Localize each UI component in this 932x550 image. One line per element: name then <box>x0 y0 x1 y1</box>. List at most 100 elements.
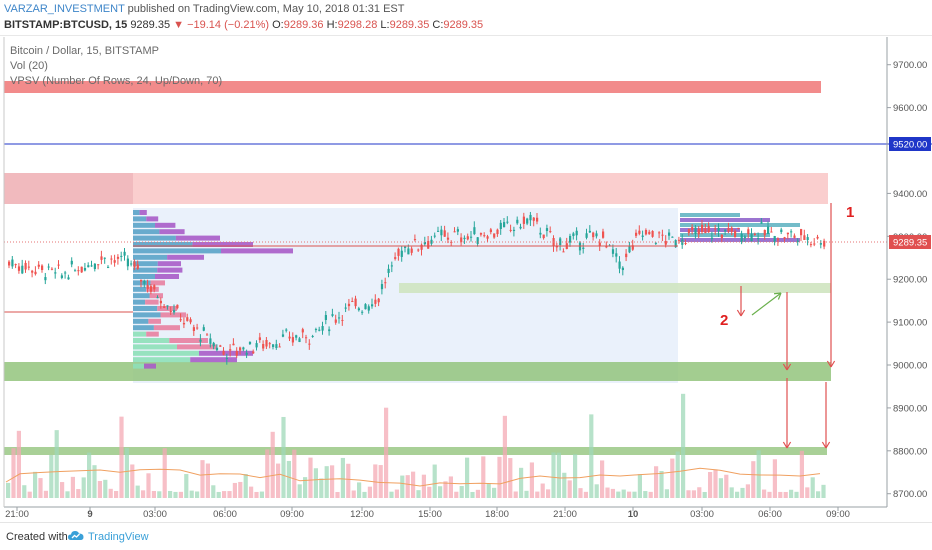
tradingview-brand[interactable]: TradingView <box>88 531 149 543</box>
volume-bar <box>513 491 518 498</box>
chart-title-legend[interactable]: Bitcoin / Dollar, 15, BITSTAMP <box>10 45 159 57</box>
volume-bar <box>324 466 329 498</box>
candle-body <box>209 338 212 344</box>
volume-bar <box>373 464 378 498</box>
tradingview-cloud-icon <box>68 531 84 540</box>
volume-bar <box>681 393 686 498</box>
vpsv-legend[interactable]: VPSV (Number Of Rows, 24, Up/Down, 70) <box>10 75 223 87</box>
candle-body <box>776 238 780 241</box>
candle-body <box>100 256 103 260</box>
volume-bar <box>816 491 821 498</box>
volume-profile-bar-up <box>133 267 158 273</box>
volume-bar <box>697 487 702 498</box>
volume-bar <box>670 458 675 498</box>
volume-bar <box>81 477 86 498</box>
volume-bar <box>254 491 259 498</box>
candle-body <box>453 231 456 233</box>
volume-bar <box>11 448 16 498</box>
candle-body <box>532 217 535 221</box>
volume-profile-bar-down <box>159 229 185 235</box>
candle-body <box>215 347 219 351</box>
candle-body <box>644 229 648 235</box>
volume-profile-bar-up <box>133 363 144 369</box>
candle-body <box>93 263 96 270</box>
candle-body <box>328 329 331 332</box>
candle-body <box>77 270 80 272</box>
volume-bar <box>654 466 659 498</box>
candle-body <box>64 272 67 274</box>
volume-bar <box>195 491 200 498</box>
volume-bar <box>621 489 626 498</box>
symbol-label[interactable]: BITSTAMP:BTCUSD, 15 <box>4 19 128 31</box>
candle-body <box>786 232 789 235</box>
candle-body <box>545 228 549 232</box>
candle-body <box>371 304 374 307</box>
candle-body <box>539 232 542 235</box>
candle-body <box>80 266 83 273</box>
candle-body <box>255 343 258 348</box>
volume-bar <box>470 491 475 498</box>
candle-body <box>572 233 575 237</box>
volume-bar <box>33 471 38 498</box>
candle-body <box>380 284 384 290</box>
candle-body <box>615 253 618 257</box>
volume-bar <box>16 430 21 498</box>
candle-body <box>212 342 215 347</box>
candle-body <box>694 227 697 235</box>
candle-body <box>136 264 139 269</box>
created-with-label: Created with <box>6 531 68 543</box>
candle-body <box>311 335 314 337</box>
candle-body <box>242 347 245 350</box>
arrow-down-mid-head <box>782 363 792 371</box>
volume-bar <box>492 487 497 498</box>
recent-profile-bar <box>680 218 770 222</box>
volume-profile-bar-up <box>133 306 158 311</box>
volume-bar <box>821 484 826 498</box>
price-tick-label: 9520.00 <box>893 140 927 151</box>
candle-body <box>578 242 582 251</box>
volume-bar <box>38 478 43 498</box>
candle-body <box>60 275 63 278</box>
volume-bar <box>475 489 480 498</box>
volume-bar <box>632 491 637 498</box>
volume-bar <box>637 474 642 498</box>
volume-bar <box>92 465 97 498</box>
candle-body <box>298 338 301 343</box>
volume-bar <box>583 491 588 498</box>
candle-body <box>562 251 565 253</box>
candle-body <box>819 243 822 245</box>
candle-body <box>793 235 796 238</box>
candle-body <box>50 268 54 270</box>
candle-body <box>476 237 479 244</box>
volume-profile-bar-down <box>150 280 165 286</box>
candle-body <box>8 261 11 266</box>
candle-body <box>648 231 651 235</box>
candle-body <box>585 233 588 238</box>
candle-body <box>196 327 199 329</box>
volume-bar <box>724 474 729 498</box>
volume-legend[interactable]: Vol (20) <box>10 60 48 72</box>
candle-body <box>470 236 473 238</box>
volume-profile-bar-down <box>175 235 220 241</box>
candle-body <box>704 228 707 234</box>
volume-bar <box>556 452 561 498</box>
volume-profile-bar-down <box>155 222 176 228</box>
author-link[interactable]: VARZAR_INVESTMENT <box>4 3 125 15</box>
volume-profile-bar-up <box>133 299 146 305</box>
volume-profile-bar-up <box>133 235 176 241</box>
candle-body <box>288 336 291 339</box>
candle-body <box>743 236 747 238</box>
time-tick-label: 21:00 <box>5 509 29 517</box>
candle-body <box>189 319 192 323</box>
volume-bar <box>799 450 804 498</box>
candle-body <box>390 265 393 267</box>
candle-body <box>156 297 159 299</box>
volume-bar <box>189 490 194 498</box>
candle-body <box>483 235 486 237</box>
candle-body <box>423 242 426 245</box>
chart-area[interactable]: 12 9700.009600.009520.009400.009300.0092… <box>0 37 932 520</box>
candle-body <box>463 237 466 240</box>
price-chart[interactable]: 12 9700.009600.009520.009400.009300.0092… <box>0 37 932 520</box>
volume-profile-bar-up <box>133 357 191 363</box>
candle-body <box>83 267 87 271</box>
